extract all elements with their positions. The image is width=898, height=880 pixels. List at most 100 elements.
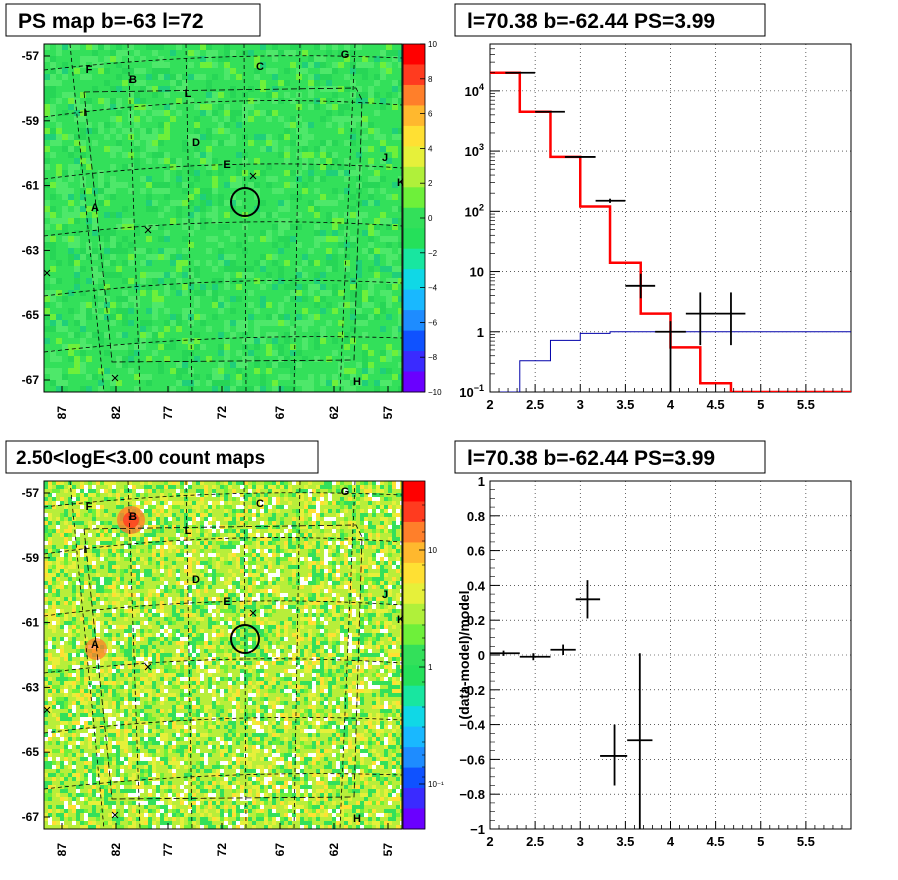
residual-y-tick-label: 0.8	[467, 509, 485, 524]
spectrum-y-tick-label: 102	[465, 202, 484, 219]
map-y-tick-label: -61	[22, 616, 40, 630]
source-label-a: A	[91, 639, 99, 651]
source-label-b: B	[129, 74, 137, 86]
residual-y-tick-label: −0.6	[459, 752, 485, 767]
source-label-e: E	[223, 159, 230, 171]
colorbar-tick-label: −2	[428, 249, 438, 258]
residual-y-tick-label: 0.6	[467, 544, 485, 559]
spectrum-x-tick-label: 2	[486, 397, 493, 412]
map-x-tick-label: 57	[381, 843, 395, 857]
map-x-tick-label: 72	[215, 843, 229, 857]
map-y-tick-label: -61	[22, 179, 40, 193]
residual-x-tick-label: 5.5	[797, 834, 815, 849]
spectrum-title: l=70.38 b=-62.44 PS=3.99	[467, 10, 715, 33]
spectrum-x-tick-label: 4	[667, 397, 675, 412]
residual-y-tick-label: −1	[470, 822, 485, 837]
map-y-tick-label: -63	[22, 680, 40, 694]
residual-y-tick-label: 0	[478, 648, 485, 663]
residual-x-tick-label: 4	[667, 834, 675, 849]
map-y-tick-label: -65	[22, 745, 40, 759]
source-label-d: D	[192, 137, 200, 149]
map-x-tick-label: 57	[381, 406, 395, 420]
spectrum-x-tick-label: 5	[757, 397, 764, 412]
map-x-tick-label: 87	[55, 843, 69, 857]
residual-x-tick-label: 2	[486, 834, 493, 849]
colorbar-tick-label: 4	[428, 144, 433, 153]
residual-x-tick-label: 3.5	[616, 834, 634, 849]
source-label-a: A	[91, 202, 99, 214]
residual-x-tick-label: 5	[757, 834, 764, 849]
source-label-d: D	[192, 574, 200, 586]
spectrum-x-tick-label: 4.5	[707, 397, 725, 412]
source-label-j: J	[382, 589, 388, 601]
source-label-l: L	[185, 88, 192, 100]
map-x-tick-label: 67	[273, 406, 287, 420]
map-x-tick-label: 62	[327, 406, 341, 420]
colorbar-tick-label: 6	[428, 110, 433, 119]
map-y-tick-label: -65	[22, 308, 40, 322]
source-label-h: H	[353, 376, 361, 388]
map-y-tick-label: -63	[22, 243, 40, 257]
map-x-tick-label: 67	[273, 843, 287, 857]
source-label-b: B	[129, 511, 137, 523]
residual-y-axis-label: (data-model)/model	[456, 590, 472, 719]
map-x-tick-label: 82	[109, 406, 123, 420]
residual-y-tick-label: 1	[478, 474, 485, 489]
spectrum-x-tick-label: 5.5	[797, 397, 815, 412]
spectrum-x-tick-label: 3	[577, 397, 584, 412]
residual-y-tick-label: −0.8	[459, 787, 485, 802]
map-x-tick-label: 62	[327, 843, 341, 857]
spectrum-y-tick-label: 103	[465, 142, 484, 159]
source-label-j: J	[382, 152, 388, 164]
source-label-f: F	[86, 501, 93, 513]
source-label-e: E	[223, 596, 230, 608]
map-y-tick-label: -57	[22, 49, 40, 63]
ps-map-title: PS map b=-63 l=72	[18, 10, 204, 33]
residual-x-tick-label: 2.5	[526, 834, 544, 849]
colorbar-tick-label: −4	[428, 284, 438, 293]
ps-map-colorbar: 10 8 6 4 2 0 −2 −4 −6 −8 −10	[403, 40, 442, 397]
spectrum-x-tick-label: 2.5	[526, 397, 544, 412]
colorbar-tick-label: 2	[428, 179, 433, 188]
spectrum-y-tick-label: 10	[470, 265, 484, 280]
count-map-title: 2.50<logE<3.00 count maps	[16, 448, 265, 469]
spectrum-y-tick-label: 1	[477, 325, 484, 340]
colorbar-tick-label: −10	[428, 388, 442, 397]
colorbar-tick-label: 10	[428, 40, 437, 49]
spectrum-y-tick-label: 104	[465, 82, 484, 99]
map-x-tick-label: 77	[161, 406, 175, 420]
source-label-f: F	[86, 64, 93, 76]
map-x-tick-label: 87	[55, 406, 69, 420]
colorbar-tick-label: 0	[428, 214, 433, 223]
map-y-tick-label: -67	[22, 373, 40, 387]
colorbar-tick-label: 8	[428, 75, 433, 84]
source-label-i: I	[83, 544, 86, 556]
colorbar-tick-label: −8	[428, 353, 438, 362]
colorbar-tick-label: 10	[428, 546, 437, 555]
colorbar-tick-label: 1	[428, 663, 433, 672]
residual-x-tick-label: 4.5	[707, 834, 725, 849]
map-x-tick-label: 72	[215, 406, 229, 420]
count-map-colorbar: 10 1 10⁻¹	[403, 481, 444, 830]
source-label-h: H	[353, 813, 361, 825]
map-y-tick-label: -67	[22, 810, 40, 824]
source-label-l: L	[185, 525, 192, 537]
source-label-c: C	[256, 498, 264, 510]
source-label-g: G	[341, 49, 350, 61]
map-y-tick-label: -59	[22, 551, 40, 565]
source-label-i: I	[83, 107, 86, 119]
source-label-g: G	[341, 486, 350, 498]
spectrum-y-tick-label: 10−1	[459, 383, 484, 400]
residual-title: l=70.38 b=-62.44 PS=3.99	[467, 447, 715, 470]
map-x-tick-label: 77	[161, 843, 175, 857]
colorbar-tick-label: 10⁻¹	[428, 780, 444, 789]
map-y-tick-label: -57	[22, 486, 40, 500]
source-label-c: C	[256, 61, 264, 73]
colorbar-tick-label: −6	[428, 318, 438, 327]
